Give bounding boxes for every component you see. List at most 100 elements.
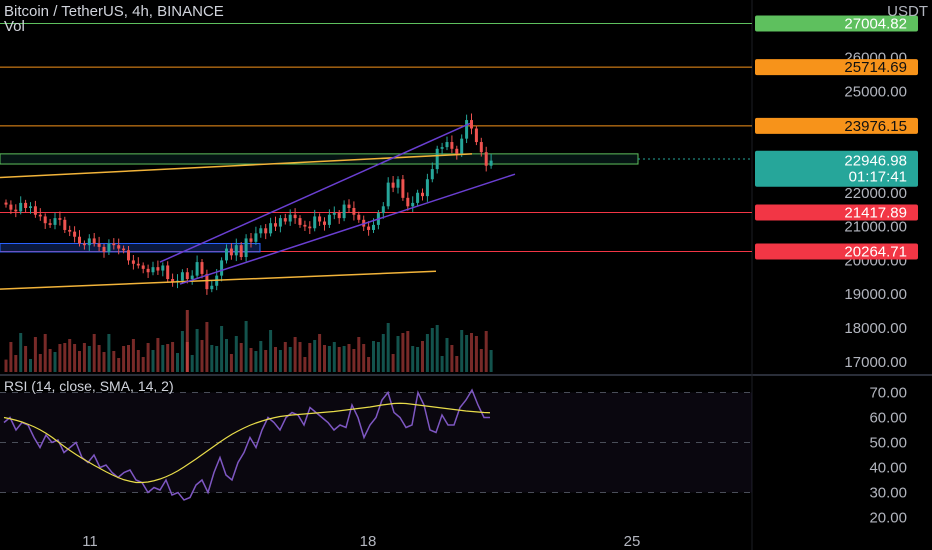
resistance-zone: [0, 153, 639, 165]
candle: [293, 214, 297, 219]
volume-bar: [58, 344, 62, 372]
volume-bar: [283, 342, 287, 372]
bar-countdown-label: 01:17:41: [849, 169, 907, 186]
candle: [337, 213, 341, 219]
candle: [19, 202, 23, 212]
candle: [303, 224, 307, 227]
volume-bar: [406, 331, 410, 372]
volume-bar: [68, 339, 72, 372]
volume-bar: [376, 342, 380, 372]
volume-bar: [215, 346, 219, 372]
volume-bar: [332, 342, 336, 372]
candle: [460, 138, 464, 154]
volume-bar: [210, 345, 214, 372]
candle: [274, 223, 277, 227]
volume-bar: [391, 354, 395, 372]
candle: [474, 128, 478, 143]
volume-bar: [190, 355, 194, 372]
price-level-tag: [755, 117, 918, 134]
volume-bar: [367, 357, 371, 372]
candle: [4, 202, 8, 205]
price-level-tag: [755, 59, 918, 76]
candle: [367, 226, 371, 230]
volume-bar: [38, 354, 42, 372]
candle: [411, 202, 415, 207]
x-tick-label: 18: [360, 533, 377, 550]
volume-bar: [396, 336, 400, 372]
volume-bar: [288, 347, 292, 372]
candle: [239, 245, 243, 258]
candle: [58, 218, 62, 220]
candle: [180, 272, 184, 281]
rsi-tick-label: 30.00: [869, 485, 907, 502]
volume-bar: [249, 348, 253, 372]
candle: [406, 197, 410, 207]
volume-bar: [195, 329, 199, 372]
candle: [416, 192, 420, 203]
volume-bar: [48, 349, 52, 372]
price-level-label: 21417.89: [844, 204, 907, 221]
candle: [386, 182, 390, 207]
volume-bar: [440, 356, 444, 372]
volume-bar: [430, 328, 434, 372]
volume-bar: [327, 346, 331, 372]
candle: [117, 245, 121, 249]
volume-bar: [171, 342, 175, 372]
price-level-tag: [755, 204, 918, 221]
volume-bar: [372, 341, 375, 372]
volume-bar: [24, 346, 28, 372]
volume-bar: [92, 334, 96, 372]
candle: [484, 152, 488, 166]
candle: [29, 206, 32, 208]
candle: [401, 179, 405, 198]
candle: [352, 207, 356, 215]
volume-bar: [14, 355, 18, 372]
candle: [53, 218, 57, 225]
candle: [166, 265, 170, 279]
candle: [185, 272, 189, 279]
candle: [298, 218, 302, 225]
candle: [200, 262, 204, 274]
volume-bar: [176, 353, 179, 372]
candle: [225, 248, 228, 261]
candle: [278, 218, 282, 227]
rsi-tick-label: 70.00: [869, 385, 907, 402]
volume-bar: [136, 350, 140, 372]
candle: [151, 267, 155, 273]
candle: [323, 221, 326, 225]
candle: [122, 248, 126, 251]
candle: [435, 148, 439, 170]
volume-bar: [465, 335, 469, 372]
candle: [342, 204, 346, 219]
volume-bar: [161, 345, 165, 372]
candle: [357, 214, 361, 220]
candle: [283, 218, 287, 222]
volume-bar: [337, 347, 341, 372]
candle: [249, 238, 253, 242]
candle: [68, 229, 72, 232]
current-price-tag: [755, 150, 918, 187]
volume-bar: [303, 357, 307, 372]
candle: [254, 233, 258, 242]
volume-bar: [484, 331, 488, 372]
volume-bar: [308, 343, 312, 372]
volume-bar: [19, 333, 23, 372]
candle: [244, 238, 248, 258]
candle: [450, 142, 454, 149]
volume-bar: [269, 330, 273, 372]
trendline: [0, 270, 437, 290]
volume-bar: [117, 358, 121, 372]
volume-bar: [239, 343, 243, 372]
volume-bar: [470, 333, 473, 372]
volume-bar: [146, 343, 150, 372]
candle: [102, 246, 106, 252]
candle: [156, 267, 160, 271]
volume-bar: [234, 336, 238, 372]
price-level-tag: [755, 15, 918, 32]
volume-bar: [166, 344, 170, 372]
volume-bar: [220, 326, 224, 372]
volume-bar: [225, 339, 228, 372]
y-tick-label: 18000.00: [844, 320, 907, 337]
volume-bar: [352, 349, 356, 372]
